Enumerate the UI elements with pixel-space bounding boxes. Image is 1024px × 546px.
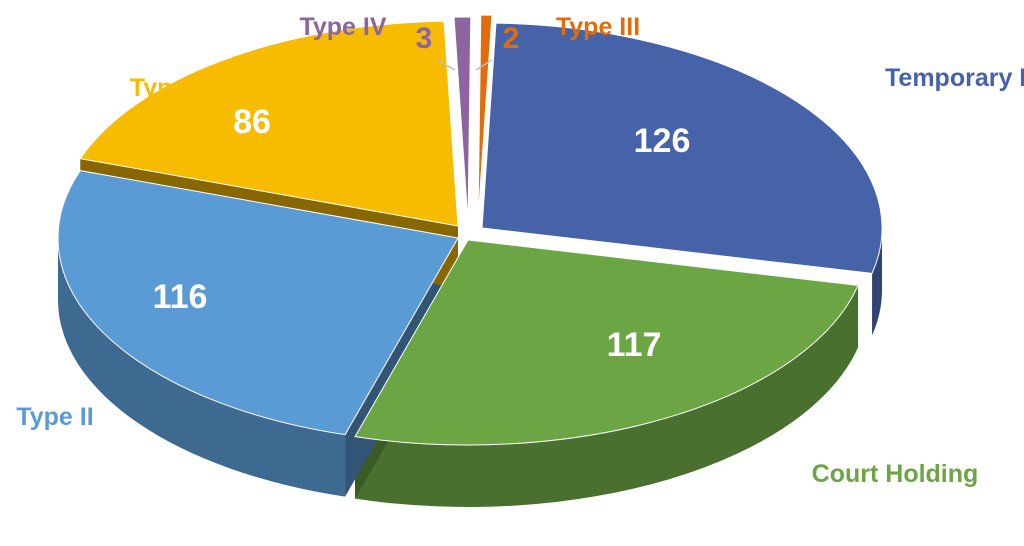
pie-slice-type-i bbox=[79, 20, 459, 227]
pie-side-temporary-holding bbox=[872, 228, 882, 336]
category-label-type-iii: Type III bbox=[556, 13, 640, 41]
category-label-court-holding: Court Holding bbox=[812, 460, 979, 488]
pie-side-type-ii bbox=[58, 238, 346, 497]
pie-slice-temporary-holding bbox=[481, 22, 883, 274]
value-label-court-holding: 117 bbox=[607, 326, 662, 364]
category-label-temporary-holding: Temporary Holding bbox=[885, 64, 1024, 92]
value-label-temporary-holding: 126 bbox=[634, 122, 691, 160]
pie-side-court-holding bbox=[355, 285, 859, 507]
value-label-type-iv: 3 bbox=[416, 22, 433, 55]
pie-slice-court-holding bbox=[354, 239, 859, 446]
pie-slice-type-ii bbox=[57, 170, 459, 436]
value-label-type-ii: 116 bbox=[153, 278, 208, 316]
category-label-type-i: Type I bbox=[130, 74, 200, 102]
value-label-type-i: 86 bbox=[233, 103, 271, 141]
value-label-type-iii: 2 bbox=[503, 22, 520, 55]
pie-slice-type-iv bbox=[453, 16, 472, 223]
leader-line-type-iii bbox=[475, 59, 493, 71]
category-label-type-ii: Type II bbox=[16, 403, 93, 431]
pie-tops bbox=[57, 14, 883, 446]
leader-line-type-iv bbox=[436, 59, 456, 71]
pie-labels: Temporary Holding 126 Court Holding 117 Type… bbox=[16, 13, 1024, 488]
category-label-type-iv: Type IV bbox=[299, 13, 386, 41]
